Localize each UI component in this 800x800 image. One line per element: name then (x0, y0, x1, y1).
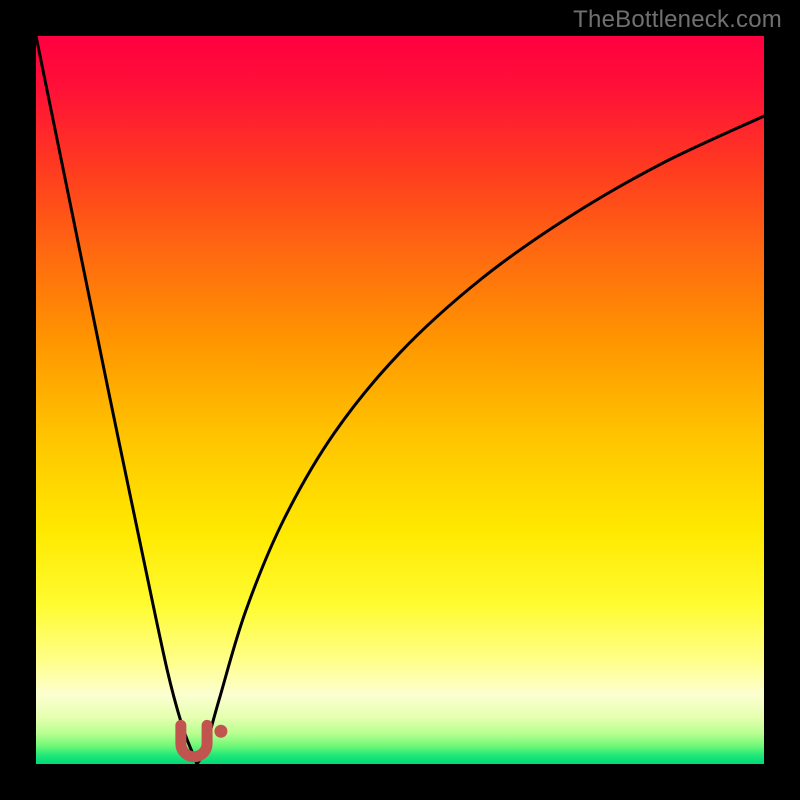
plot-area (36, 36, 764, 764)
left-curve (36, 36, 197, 764)
current-point-marker (214, 725, 227, 738)
watermark-text: TheBottleneck.com (573, 6, 782, 34)
plot-frame (36, 36, 764, 764)
ideal-range-u-marker (181, 725, 207, 756)
figure-root: TheBottleneck.com (0, 0, 800, 800)
bottleneck-curve-chart (36, 36, 764, 764)
right-curve (197, 116, 764, 764)
